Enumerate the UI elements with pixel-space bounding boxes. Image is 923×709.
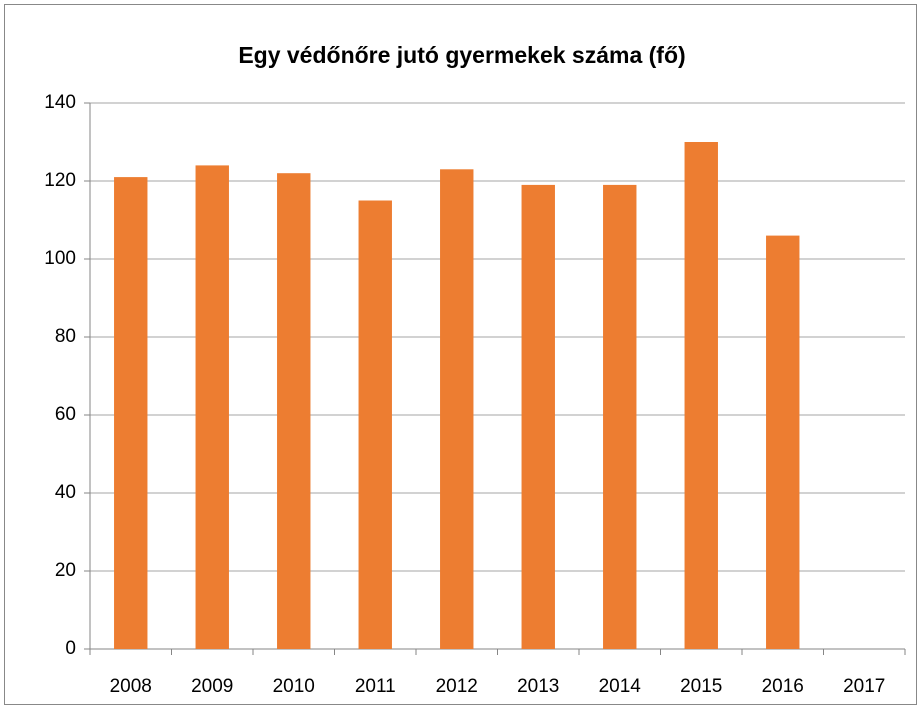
- bar: [766, 235, 800, 649]
- x-tick-label: 2009: [191, 676, 233, 697]
- bar: [684, 142, 718, 649]
- bar: [440, 169, 474, 650]
- x-tick-label: 2012: [436, 676, 478, 697]
- bar: [195, 165, 229, 649]
- x-tick-label: 2017: [843, 676, 885, 697]
- y-tick-label: 60: [55, 404, 76, 425]
- x-tick-label: 2010: [273, 676, 315, 697]
- x-tick-label: 2015: [680, 676, 722, 697]
- x-tick-label: 2011: [355, 676, 396, 697]
- x-tick-label: 2014: [599, 676, 642, 697]
- y-tick-label: 20: [55, 560, 76, 581]
- y-tick-label: 100: [44, 248, 76, 269]
- bar: [603, 184, 637, 649]
- x-tick-label: 2008: [110, 676, 152, 697]
- y-tick-label: 120: [44, 170, 76, 191]
- x-tick-label: 2016: [762, 676, 804, 697]
- x-tick-label: 2013: [517, 676, 559, 697]
- y-tick-label: 140: [44, 92, 76, 113]
- bar: [521, 184, 555, 649]
- y-tick-label: 0: [65, 638, 76, 659]
- y-tick-label: 40: [55, 482, 76, 503]
- bar: [277, 173, 311, 649]
- chart-title: Egy védőnőre jutó gyermekek száma (fő): [238, 42, 685, 68]
- y-tick-label: 80: [55, 326, 76, 347]
- bar: [358, 200, 392, 649]
- bar: [114, 177, 148, 649]
